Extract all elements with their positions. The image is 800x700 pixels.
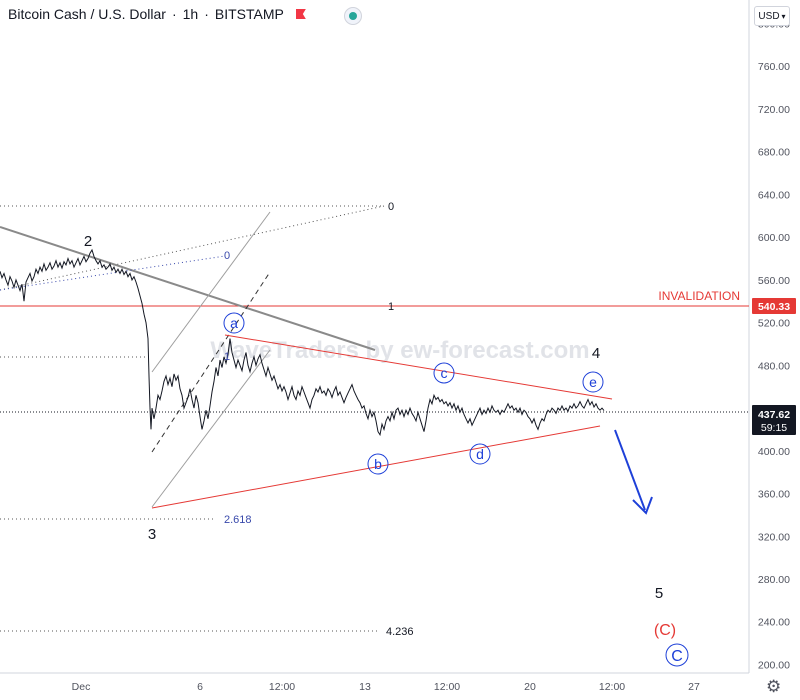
symbol-name[interactable]: Bitcoin Cash / U.S. Dollar (8, 6, 166, 22)
flag-icon[interactable] (295, 9, 306, 19)
y-tick-label: 720.00 (758, 104, 790, 116)
header-separator: · (171, 6, 177, 22)
x-tick-label: 6 (197, 681, 203, 693)
fib-label-top-zero: 0 (388, 201, 394, 213)
symbol-header[interactable]: Bitcoin Cash / U.S. Dollar · 1h · BITSTA… (8, 6, 306, 22)
wave-label-3: 3 (148, 526, 156, 543)
y-tick-label: 280.00 (758, 574, 790, 586)
triangle-lower (151, 425, 601, 509)
svg-text:e: e (589, 374, 597, 390)
channel-upper (151, 211, 271, 373)
y-tick-label: 200.00 (758, 659, 790, 671)
wave-circle-c-big (665, 643, 689, 667)
y-tick-label: 600.00 (758, 232, 790, 244)
currency-label: USD (758, 10, 780, 22)
y-tick-label: 680.00 (758, 147, 790, 159)
subwave-e: e (582, 371, 604, 393)
fib-diagonal (0, 205, 385, 291)
x-tick-label: 13 (359, 681, 371, 693)
y-tick-label: 480.00 (758, 360, 790, 372)
subwave-b: b (367, 453, 389, 475)
y-tick-label: 240.00 (758, 617, 790, 629)
wave-label-c-circled: C (671, 648, 683, 665)
descending-trendline (0, 226, 376, 351)
chevron-down-icon: ▾ (781, 11, 786, 21)
last-price-text: 437.62 (758, 409, 790, 421)
fib-label-2618: 2.618 (224, 514, 252, 526)
price-axis[interactable]: 800.00760.00720.00680.00640.00600.00560.… (758, 19, 790, 672)
wave-label-2: 2 (84, 233, 92, 250)
projection-arrow-line (614, 429, 646, 511)
gear-icon[interactable]: ⚙ (766, 677, 782, 696)
invalidation-price-text: 540.33 (758, 301, 790, 313)
y-tick-label: 640.00 (758, 189, 790, 201)
svg-text:d: d (476, 446, 484, 462)
projection-arrowhead (632, 496, 653, 515)
countdown-text: 59:15 (761, 422, 787, 434)
y-tick-label: 400.00 (758, 446, 790, 458)
fib-label-top-one: 1 (388, 301, 394, 313)
watermark: WaveTraders by ew-forecast.com (210, 337, 589, 364)
invalidation-label: INVALIDATION (658, 289, 740, 303)
subwave-a: a (223, 312, 245, 334)
x-tick-label: 12:00 (599, 681, 625, 693)
wave-label-c-paren: (C) (654, 622, 676, 639)
svg-text:a: a (230, 315, 238, 331)
fib-label-channel-one: 1 (224, 351, 230, 363)
y-tick-label: 520.00 (758, 318, 790, 330)
small-fib-line (0, 255, 226, 291)
y-tick-label: 320.00 (758, 531, 790, 543)
svg-text:b: b (374, 456, 382, 472)
last-price-badge (752, 405, 796, 435)
x-tick-label: 12:00 (269, 681, 295, 693)
x-tick-label: 27 (688, 681, 700, 693)
triangle-upper (224, 334, 613, 400)
x-tick-label: Dec (72, 681, 91, 693)
channel-lower (151, 349, 271, 508)
header-separator: · (204, 6, 209, 22)
fib-label-4236: 4.236 (386, 626, 414, 638)
market-status-icon[interactable] (344, 7, 362, 25)
y-tick-label: 560.00 (758, 275, 790, 287)
invalidation-price-badge (752, 298, 796, 314)
price-series-line (0, 248, 605, 437)
currency-selector[interactable]: USD ▾ (754, 6, 790, 26)
subwave-d: d (469, 443, 491, 465)
wave-label-4: 4 (592, 345, 600, 362)
subwave-c: c (433, 362, 455, 384)
svg-text:c: c (441, 365, 448, 381)
wave-label-5: 5 (655, 585, 663, 602)
interval-label[interactable]: 1h (182, 6, 199, 22)
y-tick-label: 360.00 (758, 489, 790, 501)
fib-label-channel-zero: 0 (224, 250, 230, 262)
y-tick-label: 760.00 (758, 61, 790, 73)
x-tick-label: 12:00 (434, 681, 460, 693)
exchange-label: BITSTAMP (214, 6, 284, 22)
x-tick-label: 20 (524, 681, 536, 693)
time-axis[interactable]: Dec 6 12:00 13 12:00 20 12:00 27 (72, 681, 700, 693)
